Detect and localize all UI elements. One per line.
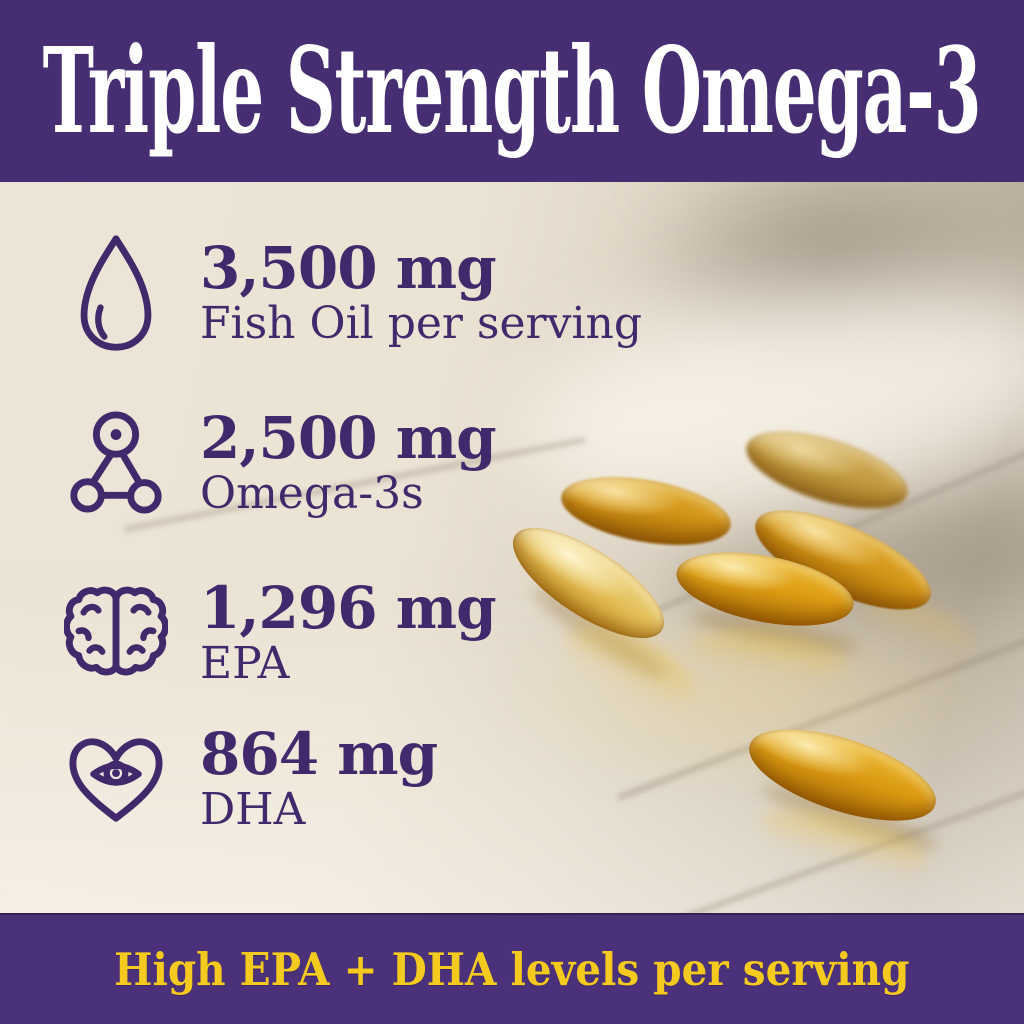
droplet-icon [62,232,170,354]
brain-icon [62,583,170,683]
stat-row-epa: 1,296 mg EPA [62,568,497,698]
stat-label: Omega-3s [200,467,424,519]
stat-row-omega3s: 2,500 mg Omega-3s [62,398,497,528]
stat-value: 2,500 mg [200,403,497,472]
product-photo [0,182,1024,913]
stat-label: EPA [200,637,290,689]
header-banner: Triple Strength Omega-3 [0,0,1024,182]
stat-row-dha: 864 mg DHA [62,714,438,844]
stat-label: DHA [200,783,306,835]
footer-tagline: High EPA + DHA levels per serving [114,943,910,996]
stat-row-fish-oil: 3,500 mg Fish Oil per serving [62,228,642,358]
stat-value: 3,500 mg [200,233,497,302]
page-title: Triple Strength Omega-3 [43,21,982,160]
stat-label: Fish Oil per serving [200,297,643,349]
molecule-icon [62,408,170,518]
footer-banner: High EPA + DHA levels per serving [0,913,1024,1024]
heart-eye-icon [62,731,170,827]
stat-value: 864 mg [200,719,438,788]
stat-value: 1,296 mg [200,573,497,642]
